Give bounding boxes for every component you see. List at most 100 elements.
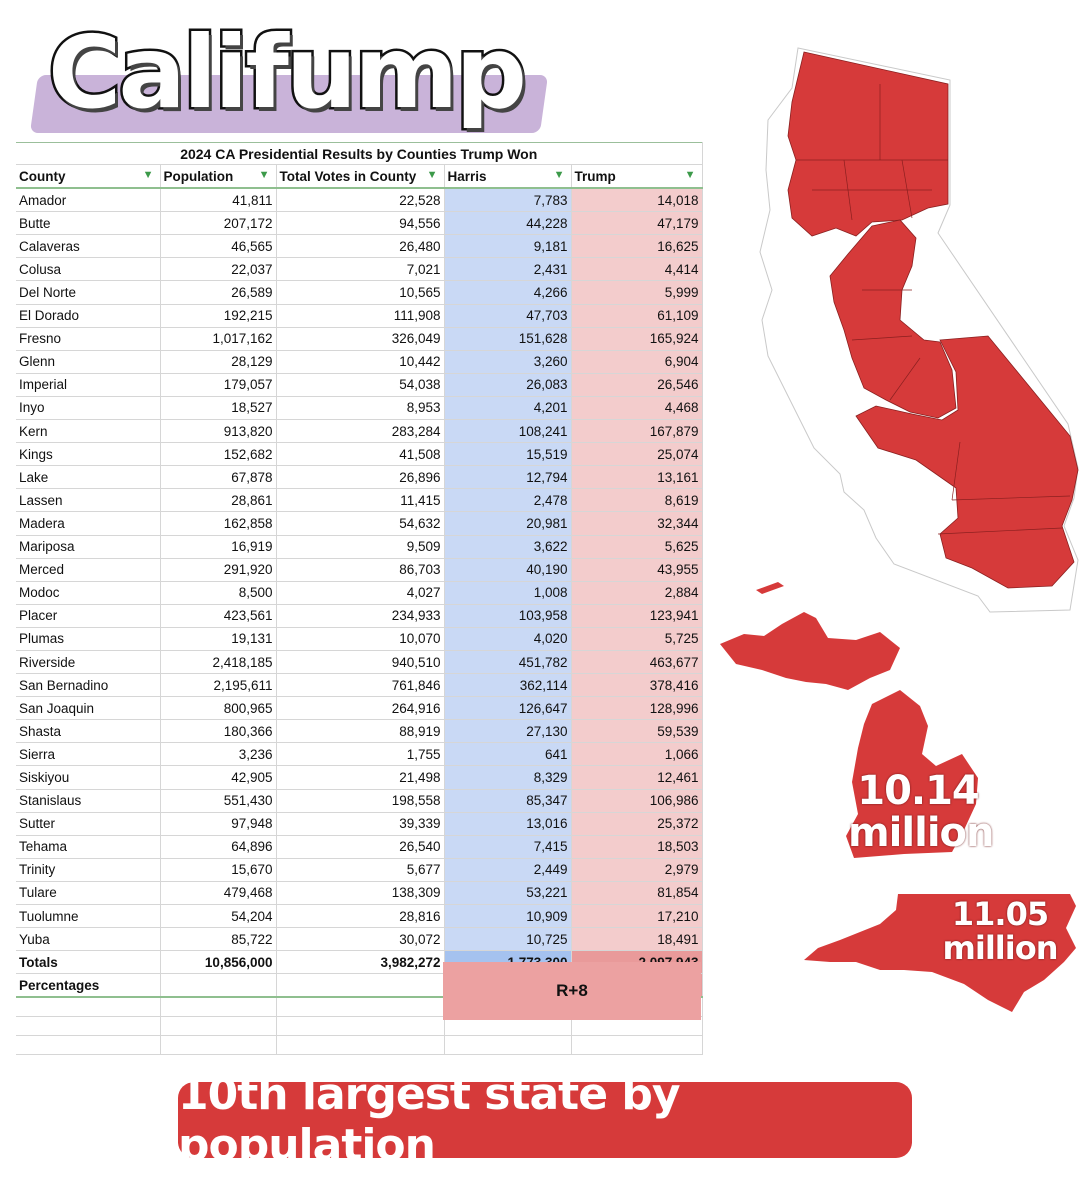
column-header-label: Population [163,168,234,184]
table-cell: 10,070 [276,627,445,651]
header-row: County ▼ Population ▼ Total Votes in County ▼… [16,164,703,190]
table-cell: 378,416 [571,673,703,698]
table-cell: 85,347 [444,789,572,813]
table-cell: Merced [16,558,161,582]
empty-cell [16,1016,161,1037]
table-cell: 10,442 [276,350,445,374]
filter-icon[interactable]: ▼ [553,169,565,181]
table-cell: 551,430 [160,789,277,813]
table-cell: 18,491 [571,927,703,952]
table-cell: 88,919 [276,719,445,744]
table-cell: 28,816 [276,904,445,929]
empty-row [16,1016,703,1037]
table-cell: 4,020 [444,627,572,651]
filter-icon[interactable]: ▼ [258,169,270,181]
table-cell: 10,565 [276,280,445,305]
table-cell: San Bernadino [16,673,161,698]
table-cell: Inyo [16,396,161,421]
column-header[interactable]: Population ▼ [160,164,277,190]
table-cell: Lake [16,465,161,490]
table-cell: Amador [16,188,161,213]
table-cell: 326,049 [276,327,445,351]
title-block: Califump [29,12,550,145]
table-cell: 16,919 [160,535,277,559]
population-banner: 10th largest state by population [178,1069,912,1171]
filter-icon[interactable]: ▼ [142,169,154,181]
table-cell: 46,565 [160,234,277,259]
table-cell: 25,372 [571,812,703,836]
table-cell: 2,431 [444,257,572,282]
table-cell: 81,854 [571,881,703,906]
table-row: Modoc 8,500 4,027 1,008 2,884 [16,581,703,605]
table-cell: Plumas [16,627,161,651]
empty-cell [276,1016,445,1037]
table-cell: 1,017,162 [160,327,277,351]
table-cell: 18,503 [571,835,703,859]
table-cell: 2,449 [444,858,572,882]
table-cell: 5,625 [571,535,703,559]
table-cell: 4,414 [571,257,703,282]
table-cell: 12,794 [444,465,572,490]
table-row: Shasta 180,366 88,919 27,130 59,539 [16,719,703,744]
table-cell: 5,999 [571,280,703,305]
table-cell: Butte [16,211,161,236]
table-row: Kern 913,820 283,284 108,241 167,879 [16,419,703,444]
column-header[interactable]: County ▼ [16,164,161,190]
table-row: Butte 207,172 94,556 44,228 47,179 [16,211,703,236]
table-cell: Mariposa [16,535,161,559]
table-cell: 26,083 [444,373,572,397]
table-cell: 67,878 [160,465,277,490]
nc-population: 11.05 [951,895,1049,933]
table-row: Riverside 2,418,185 940,510 451,782 463,677 [16,650,703,675]
table-row: Sierra 3,236 1,755 641 1,066 [16,742,703,767]
table-row: Fresno 1,017,162 326,049 151,628 165,924 [16,327,703,351]
column-header[interactable]: Total Votes in County ▼ [276,164,445,190]
results-table: 2024 CA Presidential Results by Counties… [16,142,703,1056]
filter-icon[interactable]: ▼ [426,169,438,181]
table-cell: 106,986 [571,789,703,813]
empty-cell [444,1016,572,1037]
table-cell: 22,528 [276,188,445,213]
column-header[interactable]: Harris ▼ [444,164,572,190]
table-cell: 940,510 [276,650,445,675]
empty-cell [571,1035,703,1056]
table-cell: 423,561 [160,604,277,628]
table-cell: 103,958 [444,604,572,628]
table-cell: 30,072 [276,927,445,952]
column-header[interactable]: Trump ▼ [571,164,703,190]
table-cell: Riverside [16,650,161,675]
table-cell: Imperial [16,373,161,397]
table-cell: 451,782 [444,650,572,675]
table-cell: Fresno [16,327,161,351]
page-title: Califump [46,12,530,134]
table-cell: 54,632 [276,511,445,536]
table-cell: 7,415 [444,835,572,859]
table-cell: Sierra [16,742,161,767]
table-cell: 138,309 [276,881,445,906]
table-cell: Glenn [16,350,161,374]
table-cell: 10,856,000 [160,950,277,975]
table-cell: 39,339 [276,812,445,836]
results-spreadsheet: 2024 CA Presidential Results by Counties… [16,142,703,1056]
table-cell: 264,916 [276,696,445,721]
table-cell: 4,201 [444,396,572,421]
table-cell: 19,131 [160,627,277,651]
michigan-population: 10.14 [857,768,980,814]
empty-cell [160,997,277,1018]
table-row: Sutter 97,948 39,339 13,016 25,372 [16,812,703,836]
table-row: Lassen 28,861 11,415 2,478 8,619 [16,488,703,513]
empty-cell [571,1016,703,1037]
table-row: Plumas 19,131 10,070 4,020 5,725 [16,627,703,651]
table-cell: Tuolumne [16,904,161,929]
table-cell: 14,018 [571,188,703,213]
table-cell: 85,722 [160,927,277,952]
table-cell: 192,215 [160,304,277,328]
table-cell: 10,909 [444,904,572,929]
table-row: San Joaquin 800,965 264,916 126,647 128,996 [16,696,703,721]
table-cell: Tulare [16,881,161,906]
california-central-valley [829,219,957,419]
filter-icon[interactable]: ▼ [684,169,696,181]
empty-cell [444,1035,572,1056]
michigan-map [720,582,978,858]
table-cell: 12,461 [571,765,703,790]
